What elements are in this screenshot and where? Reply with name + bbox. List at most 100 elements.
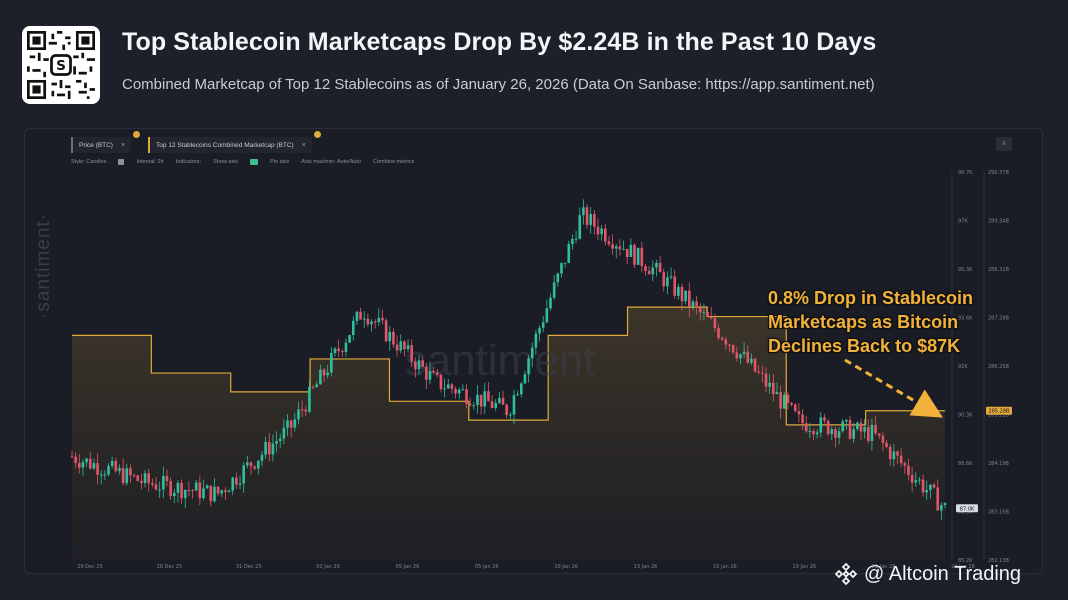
btc-candle: [224, 487, 227, 501]
btc-candle: [940, 502, 943, 521]
toggle-on-icon[interactable]: [250, 159, 259, 165]
marketcap-current-label: 285.28B: [986, 406, 1012, 415]
btc-candle: [461, 384, 465, 391]
btc-candle: [512, 389, 516, 425]
btc-candle: [757, 364, 761, 375]
tab-stablecoin-marketcap[interactable]: Top 12 Stablecoins Combined Marketcap (B…: [148, 137, 312, 153]
marketcap-tick-label: 288.31B: [988, 267, 1009, 273]
annotation-arrow: [844, 358, 943, 418]
btc-candle: [304, 405, 308, 417]
btc-candle: [370, 319, 373, 332]
x-tick-label: 29 Dec 25: [157, 564, 183, 570]
btc-candle: [541, 316, 545, 333]
btc-candle: [227, 489, 231, 493]
btc-candle: [498, 391, 501, 405]
annotation-line-1: 0.8% Drop in Stablecoin: [768, 288, 974, 308]
tab-price-btc[interactable]: Price (BTC) ×: [71, 137, 132, 153]
btc-candle: [92, 458, 96, 471]
btc-candle: [121, 458, 125, 486]
btc-candle: [125, 463, 129, 486]
btc-candle: [519, 381, 523, 398]
style-selector[interactable]: Style: Candles: [71, 159, 107, 165]
btc-candle: [198, 475, 202, 506]
btc-candle: [187, 481, 191, 497]
btc-candle: [490, 395, 494, 409]
btc-candle: [709, 306, 713, 320]
btc-candle: [395, 335, 399, 357]
btc-candle: [578, 207, 582, 240]
btc-candle: [819, 411, 823, 438]
btc-candle: [388, 325, 392, 351]
axes-layer: 98.7K 97K 95.3K 93.6K 92K 90.3K 88.6K 86.9K 85.2…: [77, 170, 1012, 570]
btc-candle: [344, 338, 348, 357]
btc-candle: [403, 340, 406, 357]
close-icon[interactable]: ×: [301, 141, 306, 149]
btc-candle: [698, 303, 702, 321]
btc-candle: [147, 468, 151, 492]
marketcap-tick-label: 287.28B: [988, 316, 1009, 322]
pin-axis-toggle[interactable]: Pin axis: [270, 159, 290, 165]
btc-candle: [907, 458, 910, 481]
axis-minmax-selector[interactable]: Axis max/min: Auto/Auto: [301, 159, 362, 165]
interval-selector[interactable]: Interval: 2h: [136, 159, 164, 165]
price-tick-label: 93.6K: [958, 316, 973, 322]
settings-dot-icon[interactable]: [313, 131, 321, 138]
price-current-label: 87.0K: [956, 504, 978, 513]
btc-candle: [165, 469, 169, 487]
btc-candle: [918, 476, 921, 485]
btc-candle: [640, 242, 644, 273]
annotation-callout: 0.8% Drop in Stablecoin Marketcaps as Bi…: [768, 286, 973, 358]
binance-diamond-icon: [834, 562, 858, 586]
btc-candle: [381, 309, 384, 325]
btc-candle: [724, 336, 728, 350]
btc-candle: [256, 460, 260, 475]
btc-candle: [523, 370, 527, 385]
btc-candle: [772, 374, 775, 402]
btc-candle: [143, 470, 147, 488]
btc-candle: [549, 293, 552, 311]
color-swatch-icon[interactable]: [118, 159, 125, 165]
btc-candle: [830, 426, 834, 441]
combine-metrics-button[interactable]: Combine metrics: [373, 159, 415, 165]
price-tick-label: 85.2K: [958, 558, 973, 564]
btc-candle: [85, 457, 88, 468]
btc-candle: [425, 362, 428, 389]
btc-candle: [501, 390, 505, 405]
btc-candle: [384, 318, 388, 343]
btc-candle: [848, 415, 852, 440]
annotation-line-2: Marketcaps as Bitcoin: [768, 312, 959, 332]
close-icon[interactable]: ×: [120, 141, 126, 149]
btc-candle: [691, 299, 695, 311]
btc-candle: [162, 466, 165, 499]
btc-candle: [877, 433, 881, 440]
btc-candle: [509, 411, 512, 420]
indicators-selector[interactable]: Indicators:: [175, 159, 202, 165]
btc-candle: [118, 464, 121, 475]
btc-candle: [231, 476, 235, 495]
settings-dot-icon[interactable]: [133, 131, 141, 138]
btc-candle: [837, 427, 841, 445]
btc-candle: [782, 392, 786, 410]
marketcap-tick-label: 285.22B: [988, 413, 1009, 419]
panel-menu-button[interactable]: ≡: [996, 137, 1012, 151]
btc-candle: [271, 434, 275, 462]
btc-candle: [929, 484, 932, 499]
btc-candle: [563, 262, 567, 268]
btc-candle: [651, 260, 655, 282]
btc-candle: [253, 465, 256, 471]
show-axis-toggle[interactable]: Show axis: [213, 159, 239, 165]
btc-candle: [764, 367, 768, 393]
btc-candle: [779, 385, 782, 419]
btc-candle: [636, 247, 640, 266]
btc-candle: [446, 379, 450, 389]
btc-candle: [731, 344, 735, 355]
btc-candle: [622, 240, 625, 251]
btc-candle: [815, 429, 819, 439]
btc-candle: [205, 483, 209, 489]
btc-candle: [673, 269, 676, 299]
btc-candle: [775, 382, 779, 395]
btc-candle: [176, 480, 180, 503]
btc-candle: [235, 472, 238, 489]
btc-candle: [319, 364, 322, 385]
